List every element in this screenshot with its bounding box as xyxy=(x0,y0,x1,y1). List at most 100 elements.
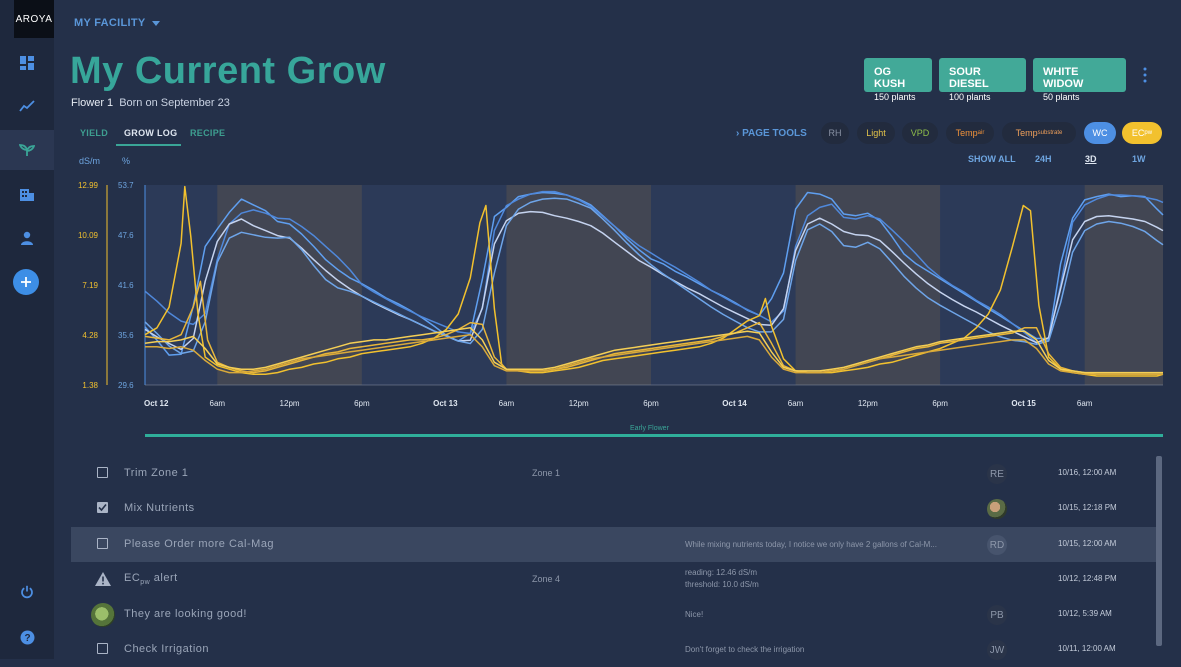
strain-card-og-kush[interactable]: OG KUSH 150 plants xyxy=(864,58,932,102)
analytics-nav-button[interactable] xyxy=(0,86,54,126)
metric-toggle-temp-air[interactable]: Temp air xyxy=(946,122,994,144)
metric-toggle-rh[interactable]: RH xyxy=(821,122,849,144)
range-1w[interactable]: 1W xyxy=(1132,154,1146,164)
dashboard-nav-button[interactable] xyxy=(0,43,54,83)
metric-toggle-vpd[interactable]: VPD xyxy=(902,122,938,144)
log-entry[interactable]: They are looking good! Nice! PB 10/12, 5… xyxy=(71,597,1156,632)
strain-count: 50 plants xyxy=(1043,92,1080,102)
series-line-ec-1 xyxy=(144,185,1164,377)
log-entry[interactable]: Mix Nutrients 10/15, 12:18 PM xyxy=(71,491,1156,526)
tab-grow-log[interactable]: GROW LOG xyxy=(124,128,178,138)
checkmark-icon xyxy=(98,503,107,512)
dashboard-icon xyxy=(20,56,34,70)
chevron-right-icon: › xyxy=(736,128,743,139)
metric-subscript: substrate xyxy=(1037,130,1063,136)
metric-toggle-temp-substrate[interactable]: Temp substrate xyxy=(1002,122,1076,144)
task-checkbox[interactable] xyxy=(97,643,108,654)
tab-recipe[interactable]: RECIPE xyxy=(190,128,226,138)
page-title: My Current Grow xyxy=(70,50,386,92)
log-entry[interactable]: Please Order more Cal-Mag While mixing n… xyxy=(71,527,1156,562)
app-logo[interactable]: AROYA xyxy=(14,0,54,38)
x-tick-label: 6am xyxy=(788,399,804,408)
log-time: 10/12, 12:48 PM xyxy=(1058,574,1117,583)
alert-reading: reading: 12.46 dS/m xyxy=(685,568,758,577)
facility-label: MY FACILITY xyxy=(74,17,146,29)
right-axis-unit: % xyxy=(122,156,131,166)
metric-label: Light xyxy=(866,128,886,138)
x-tick-label: 6am xyxy=(210,399,226,408)
help-icon: ? xyxy=(20,630,34,644)
x-tick-label: Oct 13 xyxy=(433,399,458,408)
series-line-wc-4 xyxy=(144,197,1164,355)
log-title: Check Irrigation xyxy=(124,643,210,655)
user-icon xyxy=(21,231,33,245)
x-tick-label: Oct 14 xyxy=(722,399,747,408)
metric-subscript: pw xyxy=(1144,130,1153,136)
x-tick-label: Oct 12 xyxy=(144,399,169,408)
log-entry[interactable]: ECpw alert Zone 4 reading: 12.46 dS/m thr… xyxy=(71,562,1156,597)
log-entry[interactable]: Trim Zone 1 Zone 1 RE 10/16, 12:00 AM xyxy=(71,456,1156,491)
log-entry[interactable]: Check Irrigation Don't forget to check t… xyxy=(71,632,1156,667)
page-tools-button[interactable]: › PAGE TOOLS xyxy=(736,128,807,139)
series-line-ec-3 xyxy=(144,327,1163,374)
alert-metric-subscript: pw xyxy=(140,579,151,587)
log-zone: Zone 4 xyxy=(532,574,561,584)
sensor-chart[interactable]: 12.99 10.09 7.19 4.28 1.38 53.7 47.6 41.6 35.6 29… xyxy=(0,175,1181,415)
metric-label: Temp xyxy=(1015,128,1038,138)
x-tick-label: 12pm xyxy=(569,399,589,408)
tab-yield[interactable]: YIELD xyxy=(80,128,109,138)
left-axis-unit: dS/m xyxy=(79,156,101,166)
more-options-icon[interactable] xyxy=(1139,64,1151,86)
help-button[interactable]: ? xyxy=(0,617,54,657)
series-line-ec-2 xyxy=(144,280,1163,376)
grow-subtitle: Flower 1 Born on September 23 xyxy=(71,97,230,109)
log-title: Trim Zone 1 xyxy=(124,467,189,479)
metric-label: RH xyxy=(828,128,842,138)
y-right-tick-label: 53.7 xyxy=(118,181,134,190)
y-right-tick-label: 41.6 xyxy=(118,281,134,290)
log-scrollbar[interactable] xyxy=(1156,456,1162,646)
active-tab-indicator xyxy=(116,144,181,146)
y-left-tick-label: 1.38 xyxy=(82,381,98,390)
strain-name: SOUR DIESEL xyxy=(949,66,989,90)
metric-label: WC xyxy=(1092,128,1108,138)
born-date: Born on September 23 xyxy=(119,97,230,109)
log-title: ECpw alert xyxy=(124,572,178,586)
log-time: 10/12, 5:39 AM xyxy=(1058,609,1112,618)
series-line-wc-2 xyxy=(144,190,1164,344)
range-3d[interactable]: 3D xyxy=(1085,154,1097,164)
warning-icon xyxy=(95,572,111,586)
svg-text:?: ? xyxy=(24,633,30,644)
power-icon xyxy=(21,585,33,599)
range-24h[interactable]: 24H xyxy=(1035,154,1052,164)
facility-selector[interactable]: MY FACILITY xyxy=(74,17,160,29)
x-tick-label: 6am xyxy=(499,399,515,408)
x-tick-label: 12pm xyxy=(858,399,878,408)
task-checkbox[interactable] xyxy=(97,467,108,478)
assignee-avatar: PB xyxy=(987,605,1007,625)
facility-nav-button[interactable] xyxy=(0,174,54,214)
plant-photo-thumbnail[interactable] xyxy=(91,603,115,627)
add-button[interactable] xyxy=(13,269,39,295)
task-checkbox[interactable] xyxy=(97,538,108,549)
metric-toggle-wc[interactable]: WC xyxy=(1084,122,1116,144)
x-tick-label: Oct 15 xyxy=(1011,399,1036,408)
log-title: Please Order more Cal-Mag xyxy=(124,538,275,550)
alert-label: alert xyxy=(150,572,178,584)
range-show-all[interactable]: SHOW ALL xyxy=(968,154,1016,164)
x-tick-label: 6pm xyxy=(932,399,948,408)
metric-toggle-light[interactable]: Light xyxy=(857,122,895,144)
y-left-tick-label: 4.28 xyxy=(82,331,98,340)
log-note: reading: 12.46 dS/m threshold: 10.0 dS/m xyxy=(685,567,759,591)
task-checkbox-checked[interactable] xyxy=(97,502,108,513)
grows-nav-button[interactable] xyxy=(0,130,54,170)
trend-line-icon xyxy=(19,100,35,112)
metric-label: Temp xyxy=(955,128,978,138)
metric-toggle-ec[interactable]: EC pw xyxy=(1122,122,1162,144)
logout-button[interactable] xyxy=(0,572,54,612)
strain-card-sour-diesel[interactable]: SOUR DIESEL 100 plants xyxy=(939,58,1026,102)
y-right-tick-label: 47.6 xyxy=(118,231,134,240)
users-nav-button[interactable] xyxy=(0,218,54,258)
strain-card-white-widow[interactable]: WHITE WIDOW 50 plants xyxy=(1033,58,1126,102)
page-tools-label: PAGE TOOLS xyxy=(742,128,807,139)
